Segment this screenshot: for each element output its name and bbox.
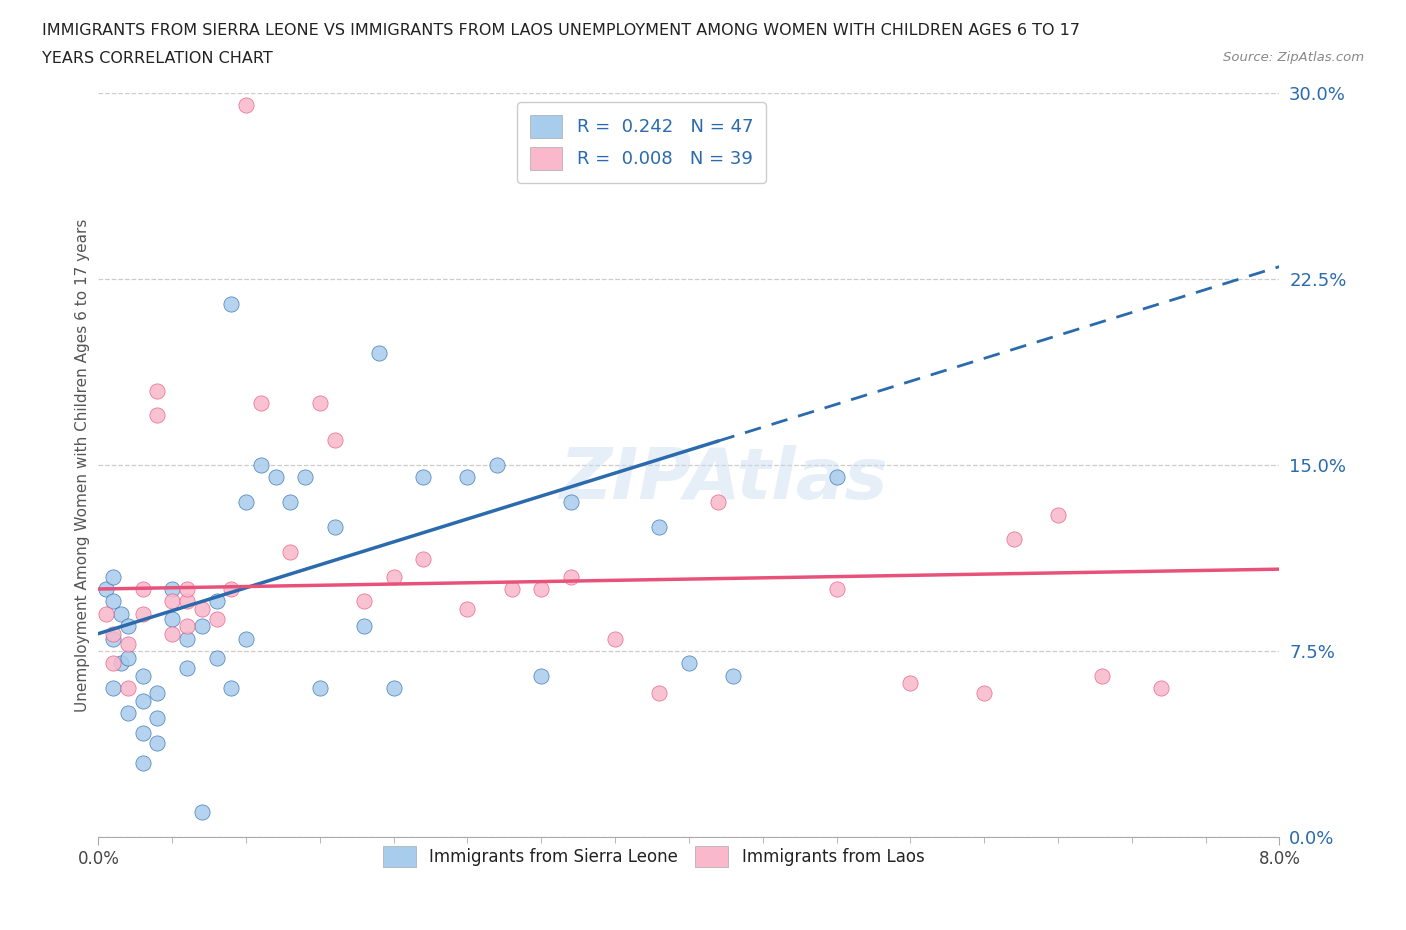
Point <box>457 602 479 617</box>
Point <box>900 676 922 691</box>
Point <box>110 656 132 671</box>
Point <box>723 669 745 684</box>
Point <box>146 685 169 700</box>
Point <box>457 470 479 485</box>
Point <box>117 681 139 696</box>
Point <box>1150 681 1173 696</box>
Point <box>707 495 730 510</box>
Point <box>146 736 169 751</box>
Point <box>294 470 316 485</box>
Point <box>368 346 391 361</box>
Point <box>560 495 582 510</box>
Point <box>280 544 302 559</box>
Point <box>648 685 671 700</box>
Point <box>323 520 346 535</box>
Point <box>94 606 117 621</box>
Point <box>353 618 375 633</box>
Point <box>1091 669 1114 684</box>
Point <box>1002 532 1025 547</box>
Point <box>309 395 332 410</box>
Point <box>132 693 155 708</box>
Point <box>117 706 139 721</box>
Point <box>110 606 132 621</box>
Point <box>103 656 125 671</box>
Text: IMMIGRANTS FROM SIERRA LEONE VS IMMIGRANTS FROM LAOS UNEMPLOYMENT AMONG WOMEN WI: IMMIGRANTS FROM SIERRA LEONE VS IMMIGRAN… <box>42 23 1080 38</box>
Point <box>162 581 183 596</box>
Point <box>605 631 627 646</box>
Text: ZIPAtlas: ZIPAtlas <box>560 445 889 514</box>
Point <box>205 651 228 666</box>
Point <box>176 631 198 646</box>
Text: Source: ZipAtlas.com: Source: ZipAtlas.com <box>1223 51 1364 64</box>
Point <box>250 458 273 472</box>
Point <box>412 470 434 485</box>
Point <box>103 626 125 641</box>
Point <box>103 569 125 584</box>
Point <box>530 669 553 684</box>
Point <box>530 581 553 596</box>
Y-axis label: Unemployment Among Women with Children Ages 6 to 17 years: Unemployment Among Women with Children A… <box>75 219 90 711</box>
Point <box>146 383 169 398</box>
Point <box>176 618 198 633</box>
Point <box>825 581 848 596</box>
Point <box>235 98 257 113</box>
Point <box>146 408 169 423</box>
Point <box>235 495 257 510</box>
Point <box>412 551 434 566</box>
Point <box>205 594 228 609</box>
Point <box>323 432 346 447</box>
Point <box>146 711 169 725</box>
Point <box>132 581 155 596</box>
Point <box>103 681 125 696</box>
Point <box>973 685 995 700</box>
Point <box>382 569 405 584</box>
Point <box>560 569 582 584</box>
Point <box>191 804 214 819</box>
Point <box>678 656 700 671</box>
Point <box>117 618 139 633</box>
Point <box>382 681 405 696</box>
Point <box>501 581 523 596</box>
Legend: Immigrants from Sierra Leone, Immigrants from Laos: Immigrants from Sierra Leone, Immigrants… <box>375 840 931 873</box>
Point <box>191 602 214 617</box>
Point <box>205 611 228 626</box>
Point <box>103 594 125 609</box>
Point <box>486 458 509 472</box>
Text: YEARS CORRELATION CHART: YEARS CORRELATION CHART <box>42 51 273 66</box>
Point <box>117 636 139 651</box>
Point <box>221 297 243 312</box>
Point <box>250 395 273 410</box>
Point <box>309 681 332 696</box>
Point <box>162 594 183 609</box>
Point <box>117 651 139 666</box>
Point <box>103 631 125 646</box>
Point <box>94 581 117 596</box>
Point <box>280 495 302 510</box>
Point <box>132 725 155 740</box>
Point <box>648 520 671 535</box>
Point <box>132 755 155 770</box>
Point <box>264 470 287 485</box>
Point <box>235 631 257 646</box>
Point <box>162 611 183 626</box>
Point <box>176 594 198 609</box>
Point <box>176 581 198 596</box>
Point <box>1046 507 1070 522</box>
Point <box>221 581 243 596</box>
Point <box>132 606 155 621</box>
Point <box>825 470 848 485</box>
Point <box>132 669 155 684</box>
Point <box>191 618 214 633</box>
Point <box>162 626 183 641</box>
Point <box>176 661 198 676</box>
Point <box>221 681 243 696</box>
Point <box>353 594 375 609</box>
